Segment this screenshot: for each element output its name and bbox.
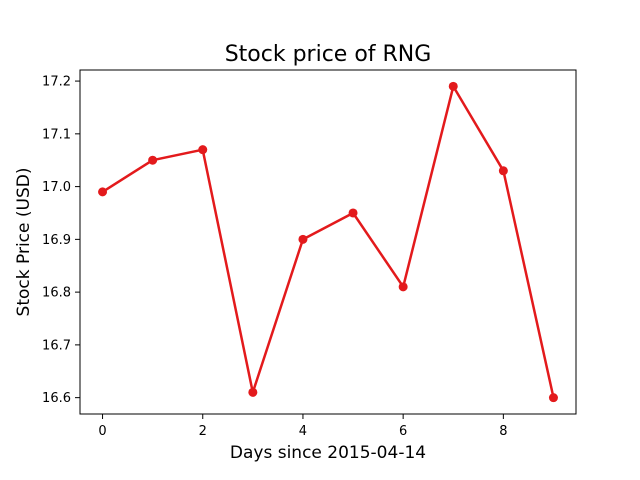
y-tick-label: 17.2	[42, 75, 71, 90]
series-points	[98, 81, 558, 403]
y-axis-label: Stock Price (USD)	[14, 168, 34, 317]
x-axis-ticks: 0 2 4 6 8	[98, 414, 507, 439]
data-point	[148, 155, 158, 165]
data-point	[248, 387, 258, 397]
data-point	[548, 393, 558, 403]
y-tick-label: 16.7	[42, 338, 71, 353]
data-point	[198, 145, 208, 155]
x-axis-label: Days since 2015-04-14	[230, 443, 426, 463]
chart-title: Stock price of RNG	[225, 42, 432, 67]
plot-area: 0 2 4 6 8 16.6 16.7 16.8 16.9 17.0 17.1 17.2	[42, 69, 577, 439]
data-point	[448, 81, 458, 91]
y-axis-ticks: 16.6 16.7 16.8 16.9 17.0 17.1 17.2	[42, 75, 80, 406]
data-point	[348, 208, 358, 218]
y-tick-label: 16.9	[42, 233, 71, 248]
x-tick-label: 8	[499, 424, 507, 439]
y-tick-label: 16.8	[42, 286, 71, 301]
plot-frame	[79, 69, 577, 415]
data-point	[98, 187, 108, 197]
y-tick-label: 16.6	[42, 391, 71, 406]
x-tick-label: 0	[98, 424, 106, 439]
y-tick-label: 17.1	[42, 127, 71, 142]
x-tick-label: 6	[399, 424, 407, 439]
x-tick-label: 4	[299, 424, 307, 439]
y-tick-label: 17.0	[42, 180, 71, 195]
series-line	[101, 85, 555, 398]
data-point	[298, 234, 308, 244]
data-point	[498, 166, 508, 176]
x-tick-label: 2	[199, 424, 207, 439]
data-point	[398, 282, 408, 292]
